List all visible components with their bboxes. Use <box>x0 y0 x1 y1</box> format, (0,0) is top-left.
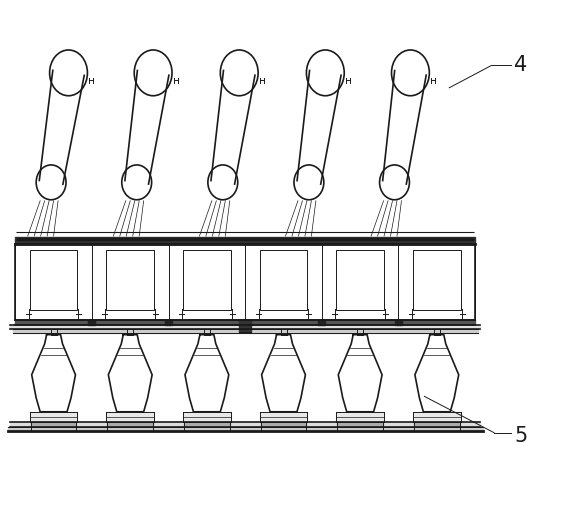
Bar <box>106 250 154 310</box>
Text: 5: 5 <box>514 426 527 446</box>
Bar <box>260 250 307 310</box>
Bar <box>183 250 231 310</box>
Bar <box>336 250 384 310</box>
Bar <box>30 250 78 310</box>
Text: 4: 4 <box>514 56 527 76</box>
Bar <box>413 250 461 310</box>
